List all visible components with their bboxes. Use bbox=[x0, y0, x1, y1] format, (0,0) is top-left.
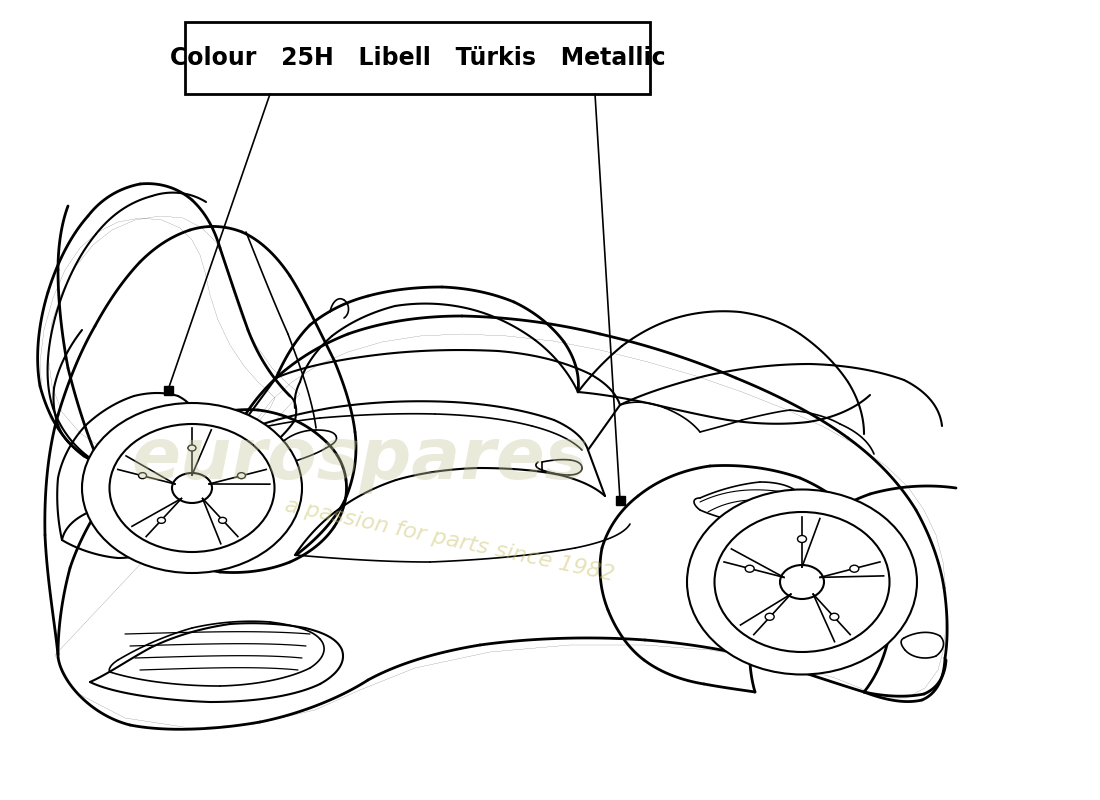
FancyBboxPatch shape bbox=[185, 22, 650, 94]
Bar bbox=[616, 495, 625, 505]
Ellipse shape bbox=[139, 473, 146, 478]
Ellipse shape bbox=[238, 473, 245, 478]
Ellipse shape bbox=[188, 445, 196, 451]
Ellipse shape bbox=[82, 403, 302, 573]
Text: a passion for parts since 1982: a passion for parts since 1982 bbox=[284, 495, 617, 585]
Ellipse shape bbox=[798, 535, 806, 542]
Ellipse shape bbox=[715, 512, 890, 652]
Ellipse shape bbox=[110, 424, 275, 552]
Ellipse shape bbox=[766, 614, 774, 620]
Ellipse shape bbox=[780, 565, 824, 599]
Ellipse shape bbox=[688, 490, 917, 674]
Ellipse shape bbox=[850, 566, 859, 572]
Ellipse shape bbox=[157, 518, 165, 523]
Ellipse shape bbox=[172, 473, 212, 503]
Text: eurospares: eurospares bbox=[132, 426, 588, 494]
Polygon shape bbox=[40, 216, 946, 728]
Bar bbox=[164, 386, 173, 394]
Text: Colour   25H   Libell   Türkis   Metallic: Colour 25H Libell Türkis Metallic bbox=[169, 46, 666, 70]
Ellipse shape bbox=[829, 614, 839, 620]
Ellipse shape bbox=[219, 518, 227, 523]
Ellipse shape bbox=[745, 566, 755, 572]
